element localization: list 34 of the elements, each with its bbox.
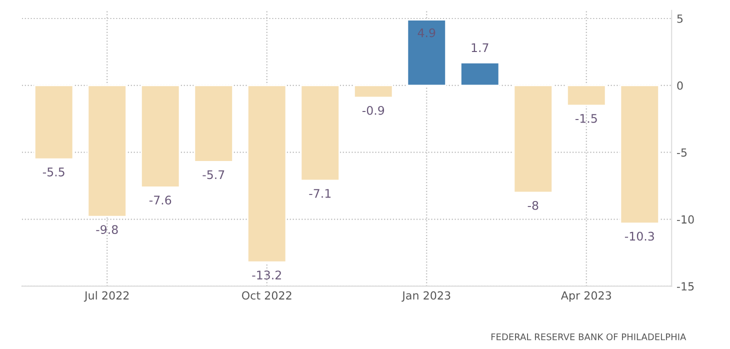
bar (566, 84, 606, 106)
y-tick-label: 0 (677, 81, 683, 90)
text: FEDERAL RESERVE BANK OF PHILADELPHIA (491, 333, 686, 340)
bar (300, 84, 340, 182)
x-tick-label: Oct 2022 (242, 291, 292, 300)
y-tick-label: -5 (677, 148, 687, 157)
bar (513, 84, 554, 194)
bar (354, 84, 394, 98)
bar (140, 84, 180, 188)
bar (460, 62, 500, 86)
data-label: -0.9 (362, 106, 384, 115)
y-tick-label: 5 (677, 14, 683, 23)
x-tick-label: Apr 2023 (560, 291, 612, 302)
bar (34, 84, 74, 160)
data-label: 4.9 (418, 28, 436, 38)
x-tick-label: Jul 2022 (84, 291, 129, 302)
data-label: -7.1 (309, 189, 331, 198)
data-label: -9.8 (96, 225, 118, 234)
bar (620, 84, 660, 224)
data-label: -7.6 (149, 196, 172, 205)
y-tick-label: -15 (677, 282, 694, 291)
data-label: -1.5 (575, 114, 597, 123)
bar (247, 84, 287, 263)
y-tick-label: -10 (677, 215, 694, 224)
bar (87, 84, 127, 218)
data-label: -5.7 (202, 170, 224, 180)
data-label: 1.7 (472, 43, 488, 52)
data-label: -13.2 (252, 270, 281, 280)
x-tick-label: Jan 2023 (402, 291, 450, 302)
data-label: -8 (528, 200, 538, 210)
data-label: -10.3 (624, 232, 654, 241)
bar (406, 19, 446, 86)
data-label: -5.5 (42, 168, 64, 176)
bar (194, 84, 234, 162)
